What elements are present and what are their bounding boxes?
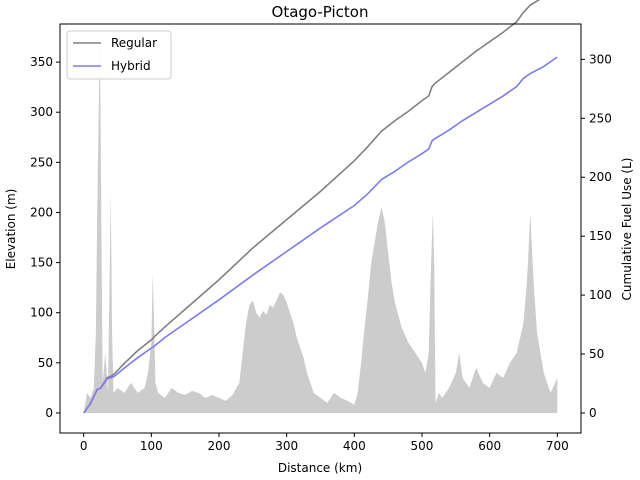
x-tick-label: 0	[80, 439, 88, 453]
elevation-area	[83, 32, 558, 413]
y-right-tick-label: 100	[589, 288, 612, 302]
y-left-tick-label: 300	[30, 105, 53, 119]
legend-label-hybrid: Hybrid	[111, 59, 151, 73]
chart-title: Otago-Picton	[272, 3, 369, 21]
y-left-tick-label: 250	[30, 155, 53, 169]
y-left-tick-label: 200	[30, 205, 53, 219]
y-axis-right: 0 50 100 150 200 250 300	[581, 52, 612, 420]
x-axis: 0 100 200 300 400 500 600 700	[80, 433, 569, 453]
x-tick-label: 400	[343, 439, 366, 453]
y-right-tick-label: 50	[589, 347, 604, 361]
x-tick-label: 700	[546, 439, 569, 453]
y-right-tick-label: 150	[589, 229, 612, 243]
legend: Regular Hybrid	[66, 30, 172, 80]
y-right-tick-label: 0	[589, 406, 597, 420]
series-layer	[83, 0, 558, 414]
y-left-tick-label: 50	[38, 356, 53, 370]
y-axis-right-label: Cumulative Fuel Use (L)	[620, 158, 634, 301]
legend-label-regular: Regular	[111, 36, 157, 50]
y-left-tick-label: 0	[45, 406, 53, 420]
plot-frame	[59, 23, 582, 434]
y-left-tick-label: 150	[30, 256, 53, 270]
y-right-tick-label: 200	[589, 170, 612, 184]
y-axis-left-label: Elevation (m)	[4, 189, 18, 270]
elevation-area-layer	[83, 32, 558, 413]
y-right-tick-label: 250	[589, 111, 612, 125]
x-tick-label: 600	[478, 439, 501, 453]
x-tick-label: 200	[208, 439, 231, 453]
y-left-tick-label: 100	[30, 306, 53, 320]
series-line-regular	[83, 0, 541, 414]
y-axis-left: 0 50 100 150 200 250 300 350	[30, 55, 60, 420]
x-tick-label: 500	[411, 439, 434, 453]
series-line-hybrid	[83, 56, 558, 414]
x-axis-label: Distance (km)	[278, 461, 362, 475]
x-tick-label: 100	[140, 439, 163, 453]
x-tick-label: 300	[275, 439, 298, 453]
y-left-tick-label: 350	[30, 55, 53, 69]
y-right-tick-label: 300	[589, 52, 612, 66]
